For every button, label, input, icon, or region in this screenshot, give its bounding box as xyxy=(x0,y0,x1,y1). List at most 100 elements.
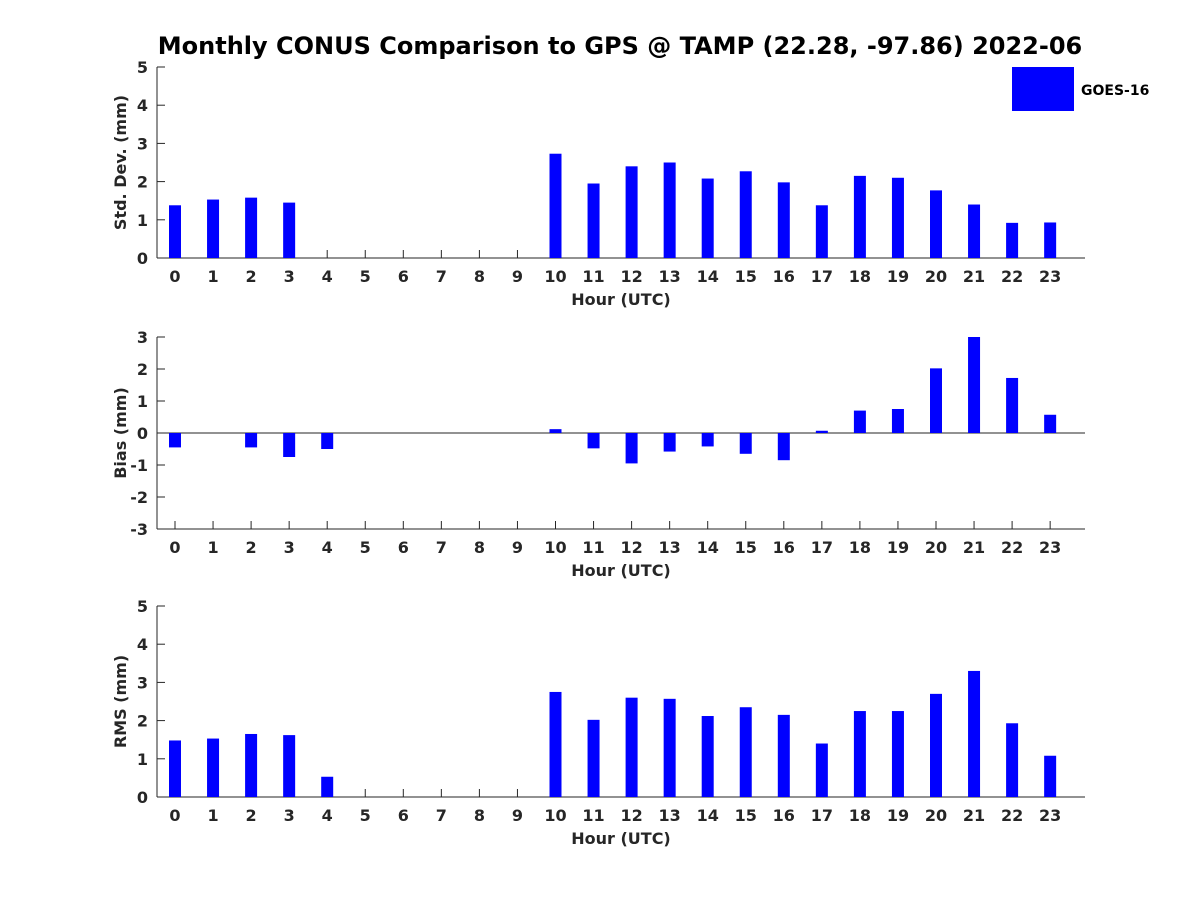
bar-hour-15 xyxy=(739,707,752,797)
bar-hour-15 xyxy=(739,433,752,454)
y-tick-label: -3 xyxy=(130,520,148,539)
bar-hour-21 xyxy=(968,670,981,797)
x-tick-label: 15 xyxy=(735,806,757,825)
y-tick-label: 0 xyxy=(137,788,148,807)
x-tick-label: 8 xyxy=(474,806,485,825)
bar-hour-13 xyxy=(663,162,676,258)
bar-hour-13 xyxy=(663,433,676,452)
x-tick-label: 19 xyxy=(887,538,909,557)
y-tick-label: -2 xyxy=(130,488,148,507)
x-axis-label: Hour (UTC) xyxy=(571,561,671,580)
bar-hour-3 xyxy=(283,433,296,457)
bar-hour-14 xyxy=(701,178,714,258)
bar-hour-23 xyxy=(1044,755,1057,797)
y-axis-label: Std. Dev. (mm) xyxy=(111,95,130,230)
x-tick-label: 3 xyxy=(284,538,295,557)
legend-label-goes16: GOES-16 xyxy=(1081,83,1149,99)
x-tick-label: 6 xyxy=(398,806,409,825)
y-axis-label: Bias (mm) xyxy=(111,387,130,479)
bar-hour-11 xyxy=(587,433,600,449)
x-tick-label: 2 xyxy=(246,267,257,286)
y-tick-label: 2 xyxy=(137,360,148,379)
bar-hour-21 xyxy=(968,337,981,433)
x-tick-label: 22 xyxy=(1001,538,1023,557)
y-tick-label: 0 xyxy=(137,424,148,443)
bar-hour-17 xyxy=(815,205,828,258)
x-tick-label: 7 xyxy=(436,267,447,286)
x-tick-label: 8 xyxy=(474,538,485,557)
x-tick-label: 13 xyxy=(659,806,681,825)
x-tick-label: 10 xyxy=(544,267,566,286)
x-tick-label: 9 xyxy=(512,806,523,825)
x-tick-label: 3 xyxy=(284,806,295,825)
x-tick-label: 8 xyxy=(474,267,485,286)
x-tick-label: 13 xyxy=(659,538,681,557)
x-axis-label: Hour (UTC) xyxy=(571,290,671,309)
x-tick-label: 12 xyxy=(620,806,642,825)
bar-hour-0 xyxy=(169,205,181,258)
bar-hour-1 xyxy=(207,738,220,797)
x-tick-label: 16 xyxy=(773,538,795,557)
y-tick-label: 3 xyxy=(137,673,148,692)
bar-hour-10 xyxy=(549,153,562,258)
x-tick-label: 6 xyxy=(398,538,409,557)
x-tick-label: 17 xyxy=(811,806,833,825)
x-tick-label: 9 xyxy=(512,267,523,286)
x-tick-label: 16 xyxy=(773,267,795,286)
bar-hour-16 xyxy=(777,182,790,258)
legend: GOES-16 xyxy=(1012,67,1149,111)
x-tick-label: 14 xyxy=(697,267,719,286)
x-tick-label: 21 xyxy=(963,806,985,825)
y-tick-label: 3 xyxy=(137,134,148,153)
x-tick-label: 23 xyxy=(1039,806,1061,825)
bar-hour-17 xyxy=(815,430,828,433)
bar-hour-21 xyxy=(968,204,981,258)
y-tick-label: 5 xyxy=(137,597,148,616)
bar-hour-4 xyxy=(321,776,334,797)
x-tick-label: 7 xyxy=(436,806,447,825)
x-tick-label: 22 xyxy=(1001,267,1023,286)
bar-hour-14 xyxy=(701,433,714,447)
bar-hour-4 xyxy=(321,433,334,449)
y-tick-label: 2 xyxy=(137,712,148,731)
bar-hour-17 xyxy=(815,743,828,797)
y-tick-label: 1 xyxy=(137,392,148,411)
x-tick-label: 4 xyxy=(322,806,333,825)
x-tick-label: 11 xyxy=(582,538,604,557)
bar-hour-23 xyxy=(1044,414,1057,433)
x-tick-label: 23 xyxy=(1039,267,1061,286)
x-tick-label: 10 xyxy=(544,538,566,557)
bar-hour-19 xyxy=(891,177,904,258)
y-tick-label: 2 xyxy=(137,173,148,192)
bar-hour-22 xyxy=(1006,222,1019,258)
chart-title: Monthly CONUS Comparison to GPS @ TAMP (… xyxy=(158,32,1082,60)
bar-hour-0 xyxy=(169,740,181,797)
bar-hour-22 xyxy=(1006,377,1019,433)
bar-hour-16 xyxy=(777,714,790,797)
bar-hour-12 xyxy=(625,697,638,797)
x-tick-label: 0 xyxy=(169,267,180,286)
x-tick-label: 2 xyxy=(246,806,257,825)
bar-hour-11 xyxy=(587,719,600,797)
x-tick-label: 13 xyxy=(659,267,681,286)
bar-hour-19 xyxy=(891,409,904,433)
x-tick-label: 1 xyxy=(207,538,218,557)
bar-hour-2 xyxy=(245,197,258,258)
x-tick-label: 17 xyxy=(811,538,833,557)
bar-hour-13 xyxy=(663,698,676,797)
x-tick-label: 11 xyxy=(582,267,604,286)
x-tick-label: 18 xyxy=(849,267,871,286)
x-tick-label: 1 xyxy=(207,806,218,825)
y-tick-label: 1 xyxy=(137,750,148,769)
x-tick-label: 0 xyxy=(169,538,180,557)
bar-hour-20 xyxy=(930,693,942,797)
y-tick-label: 4 xyxy=(137,96,148,115)
x-tick-label: 10 xyxy=(544,806,566,825)
y-axis-label: RMS (mm) xyxy=(111,655,130,748)
y-tick-label: -1 xyxy=(130,456,148,475)
x-tick-label: 14 xyxy=(697,806,719,825)
y-tick-label: 0 xyxy=(137,249,148,268)
